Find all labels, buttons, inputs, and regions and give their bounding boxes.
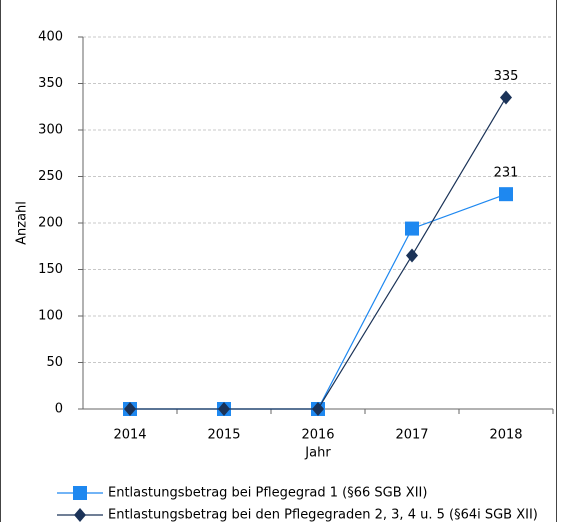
y-tick-label: 350	[38, 76, 63, 91]
data-point	[312, 402, 324, 416]
x-tick-label: 2016	[301, 428, 334, 443]
data-point	[499, 187, 513, 202]
data-point	[218, 402, 230, 416]
y-tick-label: 200	[38, 216, 63, 231]
y-tick-label: 50	[46, 355, 63, 370]
legend-marker	[74, 508, 86, 522]
x-tick-label: 2017	[395, 428, 428, 443]
data-point	[124, 402, 136, 416]
data-point	[406, 248, 418, 263]
legend-label: Entlastungsbetrag bei den Pflegegraden 2…	[108, 508, 538, 522]
y-axis-label: Anzahl	[15, 201, 30, 245]
data-point	[500, 90, 512, 105]
x-tick-label: 2014	[113, 428, 146, 443]
x-tick-label: 2018	[489, 428, 522, 443]
series-line	[130, 193, 507, 410]
y-tick-label: 0	[55, 402, 63, 417]
x-axis-label: Jahr	[304, 446, 331, 461]
legend-label: Entlastungsbetrag bei Pflegegrad 1 (§66 …	[108, 486, 427, 501]
data-point	[405, 221, 419, 236]
y-tick-label: 300	[38, 123, 63, 138]
y-tick-label: 250	[38, 169, 63, 184]
data-label: 231	[494, 166, 519, 181]
legend-marker	[73, 486, 87, 500]
y-tick-label: 150	[38, 262, 63, 277]
x-tick-label: 2015	[207, 428, 240, 443]
y-tick-label: 400	[38, 30, 63, 45]
data-label: 335	[494, 69, 519, 84]
y-tick-label: 100	[38, 309, 63, 324]
